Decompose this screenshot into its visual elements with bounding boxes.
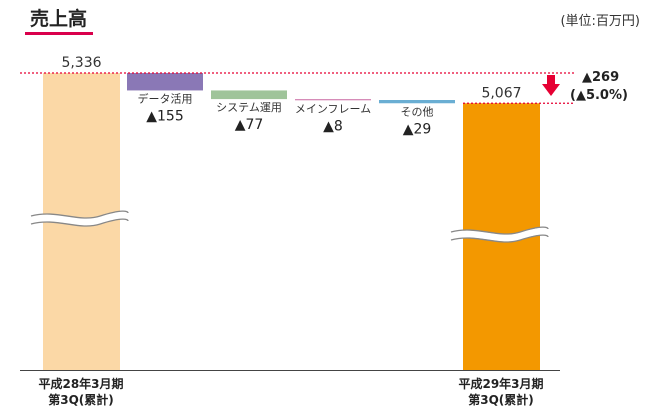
step-change-label-1: ▲155: [146, 108, 184, 124]
step-name-label-3: メインフレーム: [295, 102, 371, 115]
start-category-line1: 平成28年3月期: [38, 376, 123, 391]
step-change-label-4: ▲29: [403, 121, 432, 137]
step-bar-1: [127, 73, 203, 91]
start-category-line2: 第3Q(累計): [48, 392, 114, 407]
end-bar-break-line-bottom: [450, 234, 549, 243]
end-category-line1: 平成29年3月期: [458, 376, 543, 391]
step-bar-4: [379, 100, 455, 104]
step-change-label-2: ▲77: [235, 117, 264, 133]
end-bar-break-line-top: [450, 226, 549, 235]
down-arrow-icon: [542, 84, 560, 96]
start-value-label: 5,336: [61, 55, 101, 71]
step-change-label-3: ▲8: [323, 118, 343, 134]
start-bar-break-line-top: [30, 210, 129, 219]
step-bar-3: [295, 99, 371, 101]
down-arrow-shaft: [547, 75, 555, 85]
title-underline: [25, 32, 93, 35]
step-name-label-1: データ活用: [138, 91, 193, 105]
chart-marks: 5,336 5,067 データ活用 ▲155 システム運用 ▲77 メインフレーム ▲8 その他…: [20, 55, 575, 371]
total-change-percent: (▲5.0%): [570, 88, 628, 103]
unit-label: (単位:百万円): [560, 13, 640, 29]
total-change-label: ▲269: [582, 70, 619, 85]
end-value-label: 5,067: [481, 85, 521, 101]
end-category-line2: 第3Q(累計): [468, 392, 534, 407]
chart-title: 売上高: [30, 7, 87, 30]
step-bar-2: [211, 90, 287, 100]
step-name-label-2: システム運用: [216, 101, 282, 114]
step-name-label-4: その他: [401, 105, 434, 118]
start-bar-break-gap: [30, 211, 132, 226]
start-bar-break-line-bottom: [30, 218, 129, 227]
end-bar-break-gap: [450, 227, 552, 242]
